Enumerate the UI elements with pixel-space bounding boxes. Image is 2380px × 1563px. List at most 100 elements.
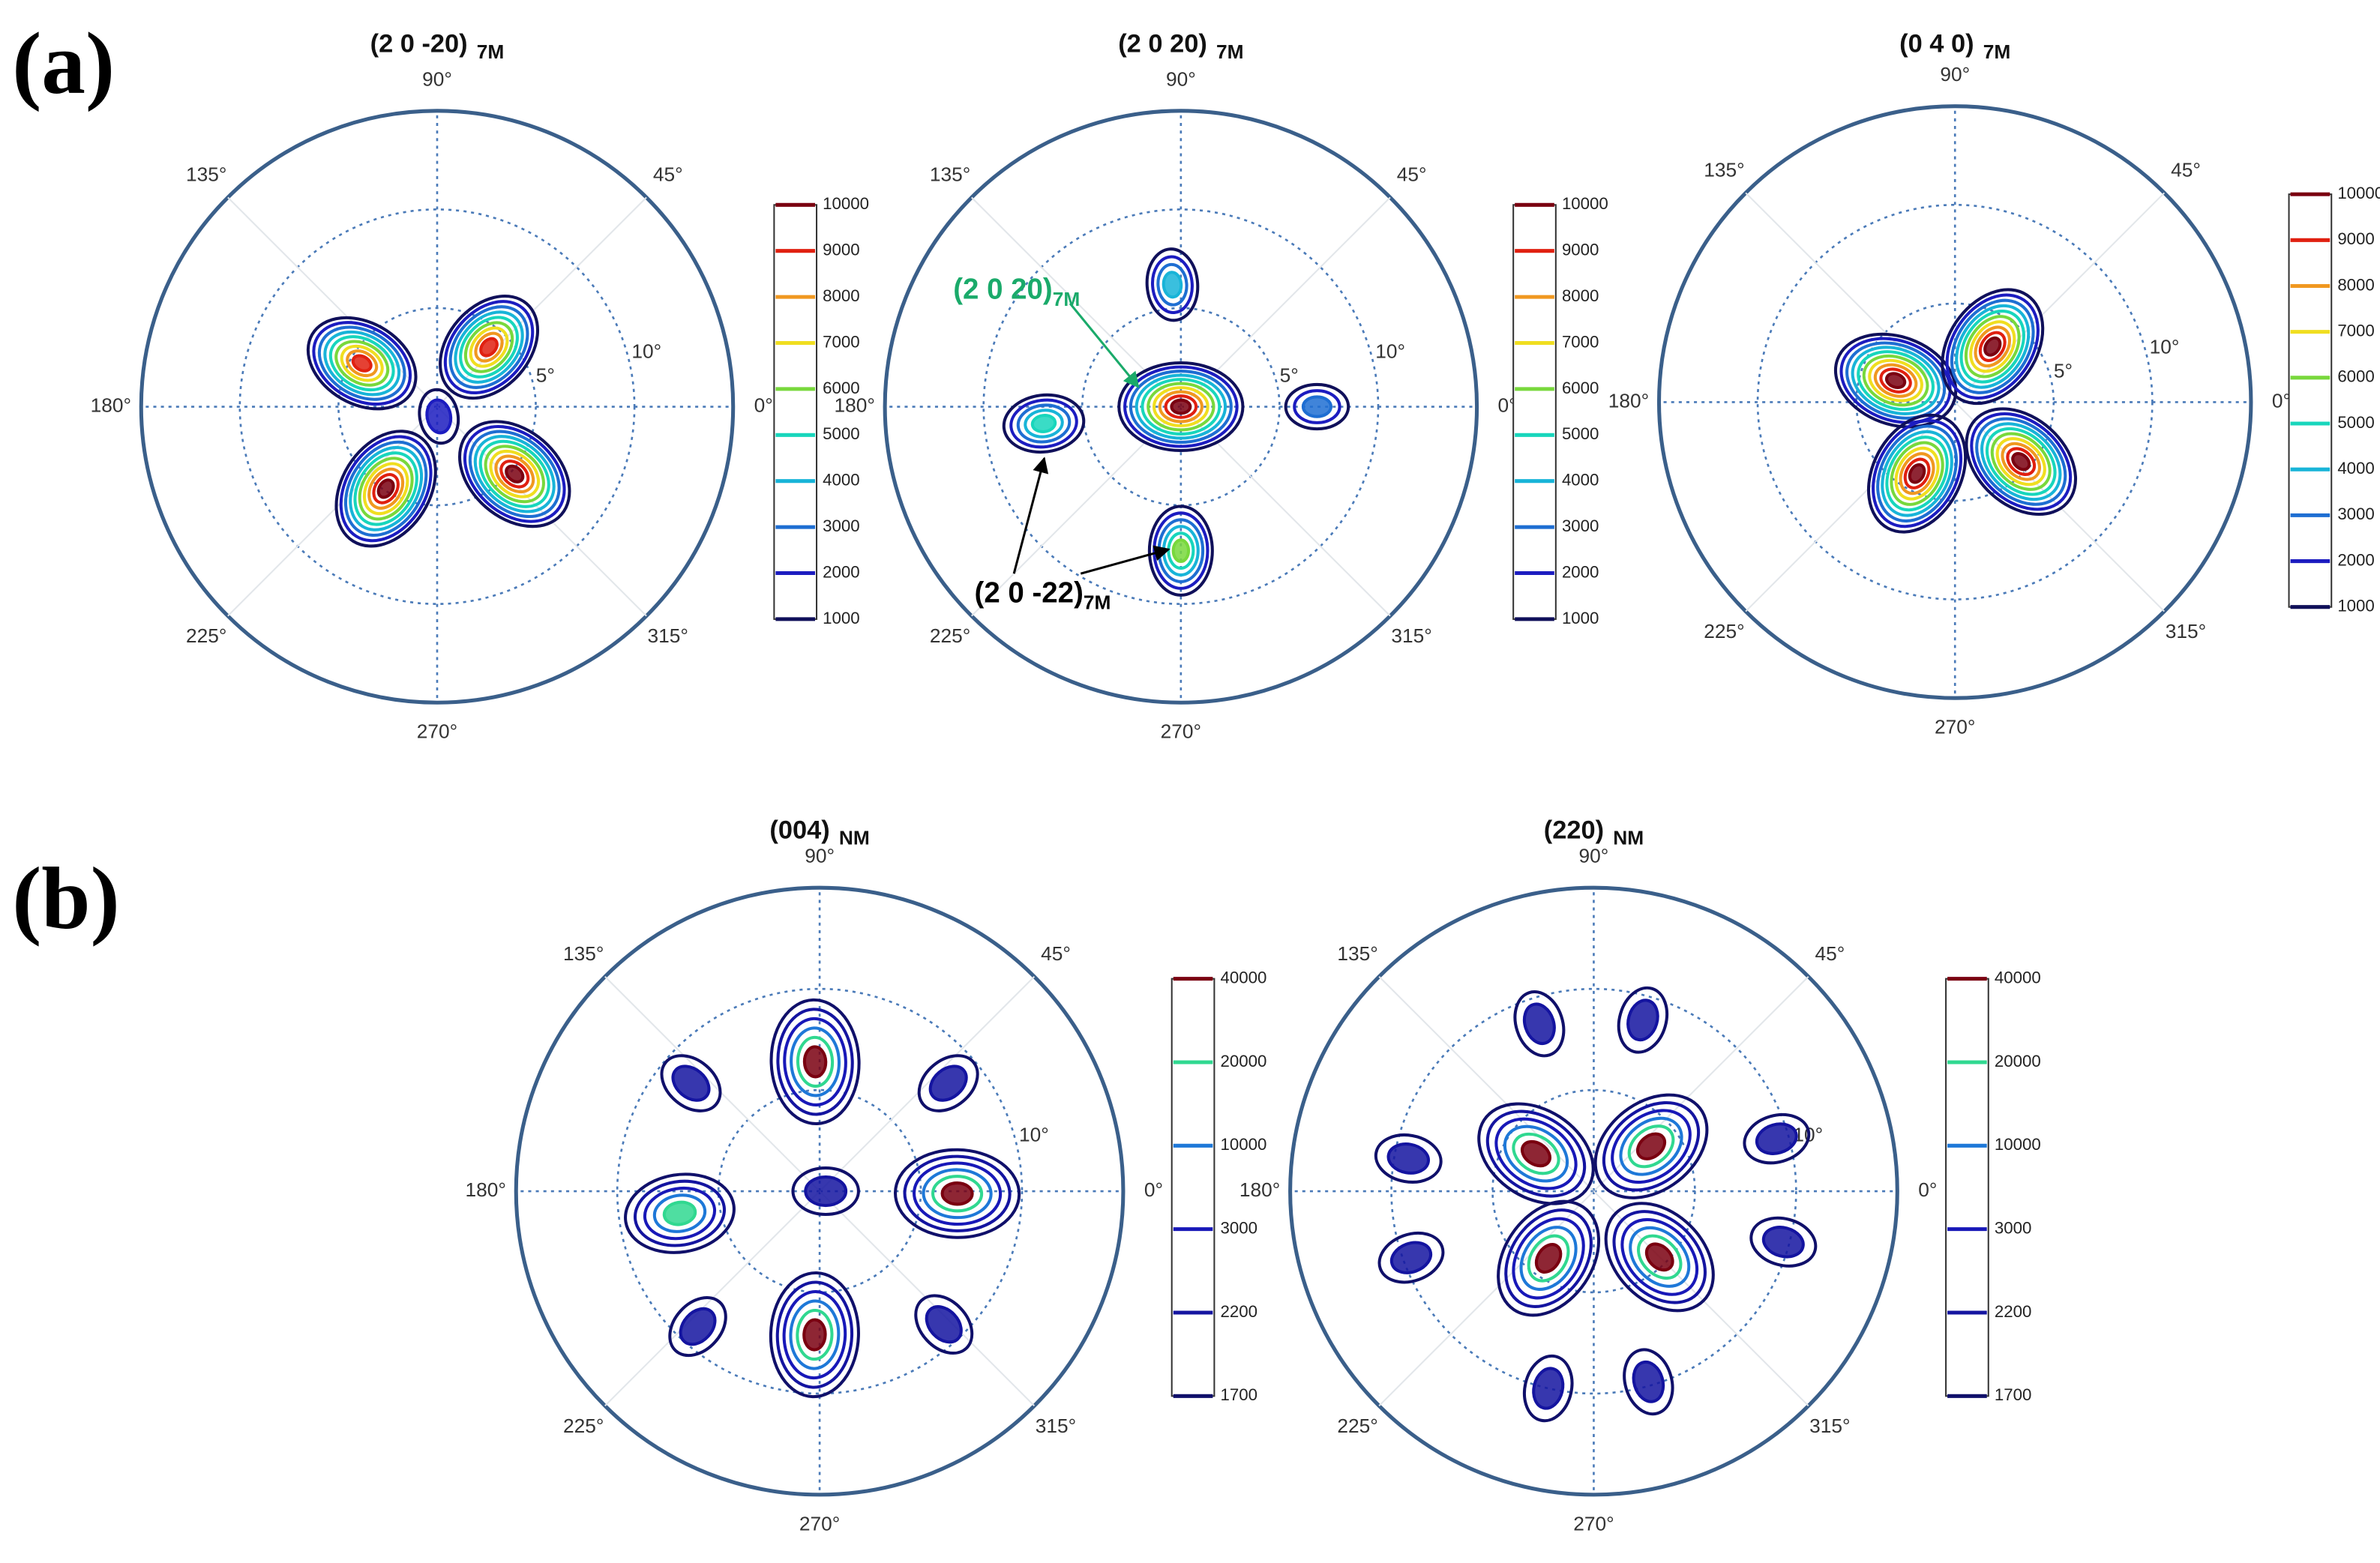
colorbar-tick-label: 1000 <box>823 609 859 627</box>
contour-ring <box>679 1307 717 1346</box>
colorbar-tick-label: 1000 <box>1562 609 1599 627</box>
contour-ring <box>1593 1093 1709 1199</box>
annotation: (2 0 20)7M <box>953 274 1080 310</box>
contour-ring <box>1868 358 1923 403</box>
contour-ring <box>782 1289 847 1380</box>
contour-ring <box>1617 986 1669 1054</box>
contour-ring <box>1141 378 1221 436</box>
angle-spoke <box>1954 192 2166 403</box>
contour-ring <box>1627 1124 1675 1169</box>
contour-ring <box>1884 372 1907 389</box>
annotation-arrow <box>1012 457 1049 574</box>
contour-ring <box>1629 1226 1691 1288</box>
colorbar-tick-label: 2000 <box>1562 562 1599 581</box>
colorbar-tick-label: 8000 <box>2337 275 2375 294</box>
contour-ring <box>1899 452 1935 496</box>
contour-ring <box>1534 1243 1563 1274</box>
contour-ring <box>1602 1100 1701 1192</box>
contour-ring <box>790 1026 841 1097</box>
contour-ring <box>804 1175 848 1208</box>
contour-ring <box>1284 382 1350 431</box>
angle-tick-label: 180° <box>1608 389 1649 412</box>
colorbar-tick-label: 1000 <box>2337 597 2375 615</box>
contour-ring <box>1955 304 2031 389</box>
contour-ring <box>624 1172 736 1254</box>
contour-ring <box>1612 1210 1707 1304</box>
title-text: (2 0 20) <box>1118 30 1207 58</box>
contour-ring <box>1644 1242 1674 1272</box>
colorbar-tick-label: 4000 <box>2337 459 2375 478</box>
contour-ring <box>1497 1199 1601 1317</box>
angle-spoke <box>1593 1190 1809 1407</box>
contour-ring <box>783 1017 847 1106</box>
angle-tick-label: 90° <box>805 845 835 867</box>
contour-ring <box>439 295 540 400</box>
contour-ring <box>769 1271 860 1399</box>
contour-ring <box>1978 331 2007 362</box>
chart-title: (0 4 0) 7M <box>1899 30 2010 63</box>
angle-tick-label: 0° <box>1918 1178 1937 1201</box>
contour-ring <box>505 464 525 484</box>
contour-ring <box>1150 255 1194 314</box>
contour-ring <box>1009 398 1078 449</box>
contour-ring <box>931 1175 984 1213</box>
contour-ring <box>478 439 550 508</box>
contour-ring <box>1494 1117 1578 1190</box>
outer-ring <box>1656 104 2253 700</box>
contour-ring <box>1990 432 2052 491</box>
angle-tick-label: 225° <box>186 624 226 647</box>
radial-tick-label: 10° <box>1019 1124 1049 1146</box>
colorbar-tick-label: 2200 <box>1995 1302 2032 1321</box>
colorbar-tick-label: 40000 <box>1220 969 1266 987</box>
angle-tick-label: 45° <box>653 163 683 186</box>
outer-ring <box>139 109 736 705</box>
contour-ring <box>328 335 395 392</box>
contour-ring <box>1389 1241 1433 1274</box>
contour-ring <box>474 331 504 363</box>
contour-ring <box>484 445 545 504</box>
contour-ring <box>1839 337 1952 424</box>
colorbar-tick-label: 8000 <box>1562 286 1599 305</box>
radial-tick-label: 5° <box>2054 359 2073 382</box>
angle-tick-label: 180° <box>91 394 131 416</box>
contour-ring <box>362 462 409 516</box>
angle-spoke <box>1745 192 1956 403</box>
contour-ring <box>1147 505 1214 597</box>
contour-ring <box>1016 403 1072 444</box>
contour-ring <box>1485 1109 1587 1198</box>
colorbar-tick-label: 10000 <box>2337 184 2380 202</box>
radial-grid <box>1390 987 1797 1395</box>
contour-ring <box>489 449 541 499</box>
angle-tick-label: 225° <box>1337 1415 1377 1437</box>
title-subscript: 7M <box>1216 40 1244 63</box>
angle-tick-label: 135° <box>930 163 970 186</box>
contour-ring <box>917 1054 979 1112</box>
radial-tick-label: 10° <box>2150 336 2180 358</box>
angle-tick-label: 135° <box>1337 942 1377 965</box>
contour-ring <box>662 1200 697 1226</box>
colorbar-tick-label: 2000 <box>823 562 859 581</box>
contour-ring <box>479 337 499 358</box>
contour-ring <box>1964 315 2021 379</box>
angle-tick-label: 135° <box>1704 159 1744 181</box>
contour-ring <box>2011 452 2031 472</box>
contour-ring <box>2001 442 2041 481</box>
contour-ring <box>802 1045 828 1079</box>
contour-ring <box>1632 1360 1665 1403</box>
contour-ring <box>1152 386 1209 427</box>
contour-ring <box>1980 422 2062 502</box>
colorbar-tick-label: 1700 <box>1220 1385 1257 1404</box>
angle-tick-label: 45° <box>1397 163 1427 186</box>
contour-ring <box>1857 350 1935 412</box>
radial-tick-label: 10° <box>631 340 661 363</box>
contour-ring <box>1985 427 2057 496</box>
contour-ring <box>463 321 514 373</box>
angle-tick-label: 180° <box>834 394 874 416</box>
contour-ring <box>652 1193 707 1233</box>
contour-ring <box>775 1280 854 1389</box>
contour-ring <box>1519 1226 1578 1291</box>
colorbar-tick-label: 4000 <box>823 471 859 490</box>
contour-ring <box>1876 424 1958 522</box>
contour-ring <box>1637 1234 1683 1280</box>
chart-title: (004) NM <box>769 816 869 849</box>
